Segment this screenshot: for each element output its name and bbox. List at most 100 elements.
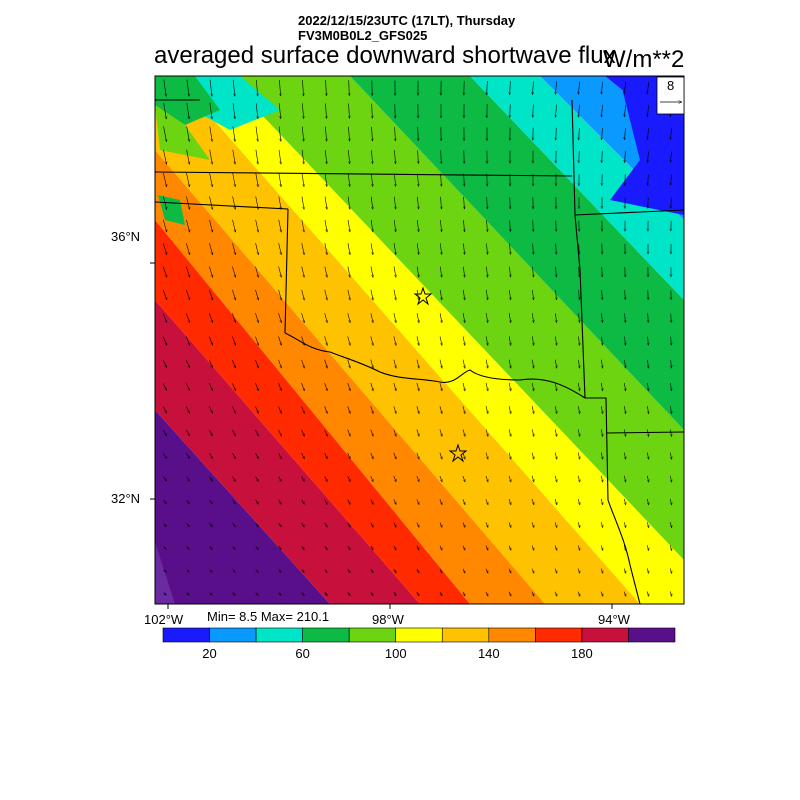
wind-vector bbox=[278, 289, 282, 300]
wind-vector bbox=[416, 591, 420, 596]
wind-vector bbox=[324, 452, 328, 459]
wind-vector bbox=[162, 289, 167, 300]
wind-vector bbox=[462, 475, 465, 482]
wind-vector bbox=[647, 452, 648, 460]
wind-vector bbox=[578, 406, 579, 414]
wind-vector bbox=[370, 359, 373, 369]
wind-vector bbox=[485, 522, 488, 527]
wind-vector bbox=[416, 522, 420, 528]
wind-vector bbox=[439, 429, 442, 436]
kansas-ok-border bbox=[155, 171, 573, 177]
wind-vector bbox=[232, 476, 236, 481]
wind-vector bbox=[347, 219, 350, 232]
wind-vector bbox=[602, 127, 603, 140]
wind-vector bbox=[232, 569, 236, 572]
wind-vector bbox=[602, 336, 603, 346]
wind-vector bbox=[509, 266, 510, 277]
wind-vector bbox=[462, 452, 465, 460]
wind-vector bbox=[232, 219, 236, 232]
wind-vector bbox=[209, 219, 212, 232]
wind-vector bbox=[556, 243, 557, 255]
wind-vector bbox=[578, 452, 580, 460]
wind-vector bbox=[209, 592, 213, 596]
wind-vector bbox=[625, 151, 626, 162]
lat-label-36: 36°N bbox=[111, 229, 141, 244]
wind-vector bbox=[625, 336, 626, 346]
wind-vector bbox=[232, 546, 236, 549]
wind-vector bbox=[487, 196, 488, 209]
wind-vector bbox=[393, 499, 397, 504]
wind-vector bbox=[347, 266, 350, 278]
wind-vector bbox=[508, 522, 511, 527]
wind-vector bbox=[486, 591, 489, 596]
wind-vector bbox=[578, 336, 579, 346]
wind-vector bbox=[348, 126, 349, 141]
wind-vector bbox=[555, 545, 557, 551]
wind-vector bbox=[462, 522, 466, 527]
wind-vector bbox=[278, 103, 280, 119]
wind-vector bbox=[278, 406, 282, 413]
wind-vector bbox=[163, 523, 167, 527]
wind-vector bbox=[163, 79, 166, 97]
wind-vector bbox=[326, 80, 327, 96]
wind-vector bbox=[393, 336, 396, 345]
wind-vector bbox=[439, 499, 442, 504]
wind-vector bbox=[624, 591, 626, 597]
wind-vector bbox=[647, 105, 648, 117]
wind-vector bbox=[186, 406, 190, 414]
wind-vector bbox=[418, 150, 419, 163]
wind-vector bbox=[209, 429, 213, 436]
wind-vector bbox=[624, 568, 626, 573]
wind-vector bbox=[255, 406, 259, 414]
wind-vector bbox=[232, 173, 236, 187]
wind-vector bbox=[370, 289, 373, 300]
ok-ar-border bbox=[571, 99, 586, 399]
lat-label-32: 32°N bbox=[111, 491, 141, 506]
wind-vector bbox=[301, 429, 305, 437]
wind-vector bbox=[602, 290, 603, 300]
wind-vector bbox=[301, 406, 305, 413]
wind-vector bbox=[255, 336, 258, 346]
wind-vector bbox=[533, 266, 534, 277]
wind-vector bbox=[255, 289, 259, 300]
wind-vector bbox=[324, 499, 328, 505]
wind-vector bbox=[347, 359, 351, 368]
wind-vector bbox=[324, 336, 328, 345]
wind-vector bbox=[162, 266, 167, 278]
wind-vector bbox=[255, 149, 258, 164]
wind-vector bbox=[162, 406, 168, 413]
wind-vector bbox=[163, 546, 167, 549]
wind-vector bbox=[370, 382, 373, 391]
wind-vector bbox=[324, 569, 328, 573]
wind-vector bbox=[185, 289, 190, 300]
wind-vector bbox=[163, 499, 166, 504]
wind-vector bbox=[464, 196, 465, 209]
wind-vector bbox=[670, 568, 672, 573]
wind-vector bbox=[555, 568, 557, 574]
wind-vector bbox=[163, 476, 166, 482]
wind-vector bbox=[439, 382, 442, 391]
wind-vector bbox=[186, 79, 189, 97]
wind-vector bbox=[370, 336, 373, 345]
wind-vector bbox=[301, 499, 305, 505]
wind-vector bbox=[555, 498, 557, 505]
wind-vector bbox=[278, 383, 282, 391]
wind-vector bbox=[163, 453, 167, 458]
wind-vector bbox=[601, 382, 602, 391]
wind-vector bbox=[324, 429, 328, 437]
wind-vector bbox=[278, 336, 282, 346]
wind-vector bbox=[162, 336, 168, 346]
lon-label-102: 102°W bbox=[144, 612, 184, 627]
wind-vector bbox=[347, 452, 351, 459]
wind-vector bbox=[301, 476, 305, 481]
wind-vector bbox=[209, 102, 212, 119]
band-yellow bbox=[175, 76, 684, 604]
wind-vector bbox=[647, 498, 648, 505]
wind-vector bbox=[324, 313, 328, 323]
colorbar-swatch bbox=[302, 627, 350, 643]
wind-vector bbox=[601, 429, 602, 436]
wind-vector bbox=[439, 289, 442, 300]
wind-vector bbox=[301, 545, 305, 550]
wind-vector bbox=[463, 266, 464, 278]
wind-vector bbox=[186, 592, 190, 596]
